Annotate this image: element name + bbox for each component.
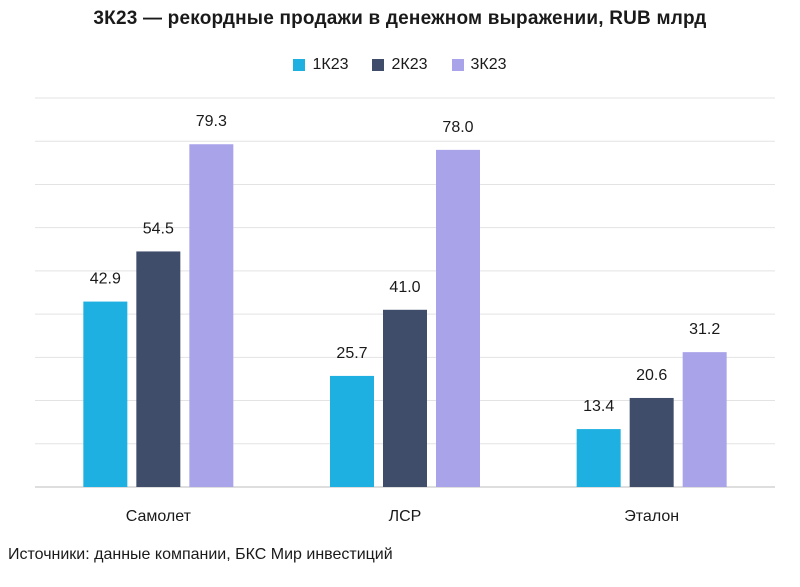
category-labels: Самолет ЛСР Эталон <box>126 508 679 525</box>
legend-item-2k23: 2К23 <box>372 56 428 74</box>
value-label-1-2: 54.5 <box>143 220 174 237</box>
bar-2-1 <box>330 375 374 487</box>
category-label-3: Эталон <box>624 508 679 525</box>
legend-item-1k23: 1К23 <box>293 56 348 74</box>
value-label-3-1: 13.4 <box>583 398 614 415</box>
category-label-1: Самолет <box>126 508 192 525</box>
bar-1-2 <box>136 251 181 487</box>
bar-3-3 <box>682 352 727 487</box>
legend-swatch-1k23 <box>293 59 306 71</box>
legend-label-2k23: 2К23 <box>391 56 428 73</box>
legend-item-3k23: 3К23 <box>451 56 507 74</box>
value-label-1-1: 42.9 <box>90 271 121 288</box>
legend-swatch-2k23 <box>372 59 385 71</box>
value-label-2-3: 78.0 <box>442 119 473 136</box>
bar-1-3 <box>189 144 234 487</box>
legend-label-1k23: 1К23 <box>312 56 349 73</box>
value-label-2-2: 41.0 <box>389 279 420 296</box>
legend-swatch-3k23 <box>451 59 464 71</box>
bar-2-3 <box>436 149 480 487</box>
bar-3-1 <box>576 429 621 487</box>
chart-title: 3К23 — рекордные продажи в денежном выра… <box>93 8 707 29</box>
value-label-3-2: 20.6 <box>636 367 667 384</box>
legend-label-3k23: 3К23 <box>470 56 507 73</box>
legend: 1К23 2К23 3К23 <box>0 56 800 74</box>
value-labels: 42.9 54.5 79.3 25.7 41.0 78.0 13.4 20.6 31.2 <box>90 113 721 415</box>
bars <box>83 144 727 487</box>
category-label-2: ЛСР <box>389 508 422 525</box>
bar-1-1 <box>83 301 128 487</box>
value-label-2-1: 25.7 <box>336 345 367 362</box>
value-label-3-3: 31.2 <box>689 321 720 338</box>
bar-2-2 <box>383 309 427 487</box>
value-label-1-3: 79.3 <box>196 113 227 130</box>
source-note: Источники: данные компании, БКС Мир инве… <box>8 546 393 563</box>
bar-3-2 <box>629 397 674 487</box>
